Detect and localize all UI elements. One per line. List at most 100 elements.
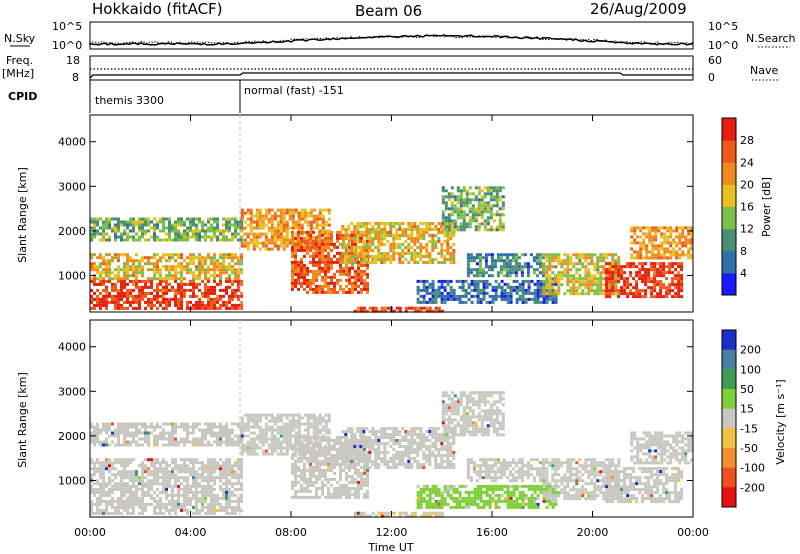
power-cell xyxy=(392,309,396,313)
power-cell xyxy=(291,281,294,285)
velocity-cell xyxy=(123,490,126,494)
velocity-cell xyxy=(306,447,309,451)
power-cell xyxy=(487,268,491,272)
power-cell xyxy=(657,244,661,248)
power-cell xyxy=(662,271,666,275)
power-cell xyxy=(225,226,228,230)
power-cell xyxy=(480,207,484,211)
velocity-cell xyxy=(189,473,192,477)
velocity-cell xyxy=(102,493,105,497)
power-cell xyxy=(234,268,237,272)
power-cell xyxy=(102,220,105,224)
power-cell xyxy=(500,285,504,289)
velocity-cell xyxy=(132,473,135,477)
power-cell xyxy=(392,243,396,246)
power-cell xyxy=(255,211,259,215)
power-cell xyxy=(383,225,387,228)
power-cell xyxy=(150,297,153,301)
velocity-cell xyxy=(282,452,286,456)
power-cell xyxy=(156,300,159,304)
power-cell xyxy=(135,300,138,304)
velocity-cell xyxy=(321,459,324,463)
power-cell xyxy=(201,229,204,233)
power-cell xyxy=(228,285,231,289)
velocity-cell xyxy=(219,428,222,432)
power-cell xyxy=(584,253,588,257)
velocity-cell xyxy=(288,440,292,444)
power-cell xyxy=(551,300,555,304)
power-cell xyxy=(410,246,414,249)
velocity-cell xyxy=(327,452,331,456)
velocity-cell xyxy=(153,437,156,441)
velocity-cell xyxy=(165,443,168,447)
power-cell xyxy=(605,286,609,290)
velocity-cell xyxy=(186,499,189,503)
power-cell xyxy=(186,265,189,269)
power-cell xyxy=(138,220,141,224)
power-cell xyxy=(660,235,664,239)
power-cell xyxy=(315,217,319,221)
power-cell xyxy=(446,246,450,249)
velocity-cell xyxy=(138,496,141,500)
velocity-cell xyxy=(147,479,150,483)
power-cell xyxy=(309,254,312,258)
velocity-cell xyxy=(312,468,315,472)
velocity-cell xyxy=(207,484,210,488)
power-cell xyxy=(225,268,228,272)
velocity-cell xyxy=(276,413,280,417)
power-cell xyxy=(183,223,186,227)
velocity-cell xyxy=(204,422,207,426)
velocity-cell xyxy=(162,482,165,486)
power-cell xyxy=(105,220,108,224)
power-cell xyxy=(186,256,189,260)
power-cell xyxy=(327,254,330,258)
velocity-cell xyxy=(192,467,195,471)
power-cell xyxy=(341,255,345,258)
power-cell xyxy=(333,245,336,249)
velocity-cell xyxy=(210,502,213,506)
velocity-cell xyxy=(141,496,144,500)
power-cell xyxy=(294,284,297,288)
power-cell xyxy=(267,226,271,230)
velocity-cell xyxy=(207,487,210,491)
velocity-cell xyxy=(186,479,189,483)
power-cell xyxy=(359,240,363,243)
power-cell xyxy=(644,277,648,281)
velocity-cell xyxy=(276,425,280,429)
velocity-cell xyxy=(135,499,138,503)
velocity-cell xyxy=(132,496,135,500)
velocity-cell xyxy=(144,470,147,474)
power-cell xyxy=(404,231,408,234)
velocity-cell xyxy=(297,435,300,439)
power-cell xyxy=(596,280,600,284)
velocity-cell xyxy=(207,476,210,480)
power-cell xyxy=(192,253,195,257)
power-cell xyxy=(459,213,463,217)
power-cell xyxy=(659,262,663,266)
velocity-cell xyxy=(228,493,231,497)
power-cell xyxy=(476,291,480,295)
power-cell xyxy=(471,219,475,223)
power-cell xyxy=(255,208,259,212)
velocity-cell xyxy=(255,446,259,450)
power-cell xyxy=(526,274,530,278)
power-cell xyxy=(630,256,634,260)
power-cell xyxy=(578,256,582,260)
velocity-cell xyxy=(192,440,195,444)
velocity-cell xyxy=(240,416,244,420)
power-cell xyxy=(666,256,670,260)
power-cell xyxy=(90,277,93,281)
velocity-cell xyxy=(315,489,318,493)
velocity-cell xyxy=(318,419,322,423)
power-cell xyxy=(425,243,429,246)
velocity-cell xyxy=(123,508,126,512)
power-cell xyxy=(684,253,688,257)
power-cell xyxy=(201,226,204,230)
power-cell xyxy=(356,255,360,258)
power-cell xyxy=(486,222,490,226)
velocity-cell xyxy=(303,435,306,439)
power-cell xyxy=(201,291,204,295)
power-cell xyxy=(518,282,522,286)
power-cell xyxy=(489,225,493,229)
power-cell xyxy=(324,272,327,276)
